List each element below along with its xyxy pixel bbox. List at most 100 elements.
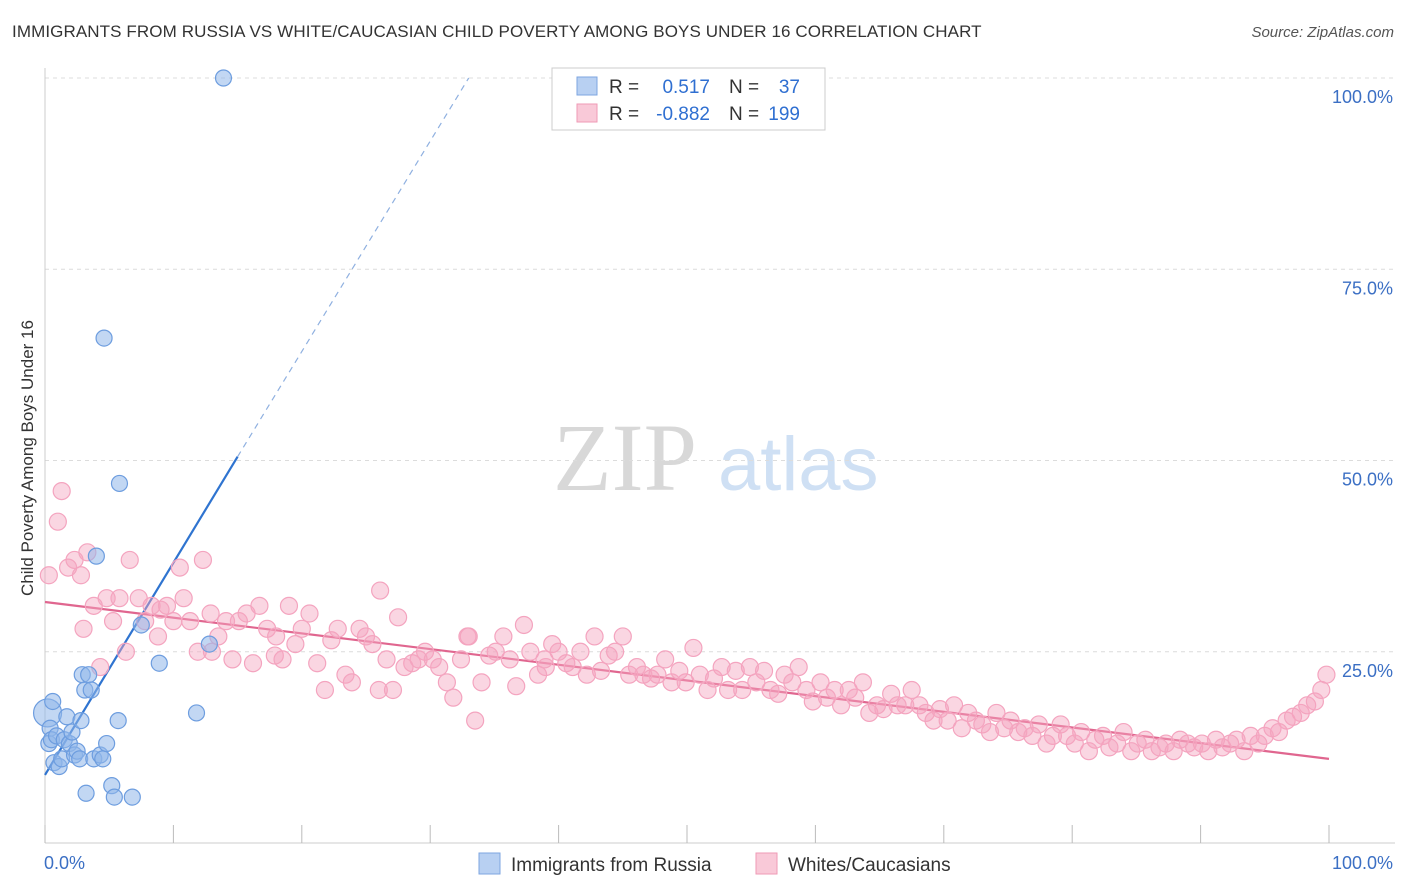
point-whites-caucasians-93	[676, 673, 695, 692]
point-whites-caucasians-141	[1015, 719, 1034, 738]
point-whites-caucasians-121	[874, 700, 893, 719]
point-whites-caucasians-147	[1057, 726, 1077, 746]
point-whites-caucasians-158	[1136, 730, 1155, 749]
point-whites-caucasians-123	[888, 696, 907, 715]
point-immigrants-from-russia-34	[150, 654, 168, 672]
point-whites-caucasians-21	[174, 589, 193, 608]
point-whites-caucasians-95	[690, 665, 709, 684]
y-tick-label-0: 100.0%	[1332, 87, 1393, 107]
point-immigrants-from-russia-27	[98, 734, 116, 753]
point-whites-caucasians-83	[605, 642, 625, 661]
point-whites-caucasians-59	[437, 673, 456, 692]
point-whites-caucasians-185	[74, 619, 93, 638]
series-whites-caucasians	[39, 482, 1336, 761]
point-whites-caucasians-49	[371, 581, 390, 600]
point-whites-caucasians-115	[831, 696, 851, 715]
point-whites-caucasians-43	[328, 619, 347, 638]
point-whites-caucasians-172	[1235, 742, 1254, 761]
point-whites-caucasians-108	[783, 673, 802, 692]
legend-swatch-pink	[576, 103, 598, 123]
point-whites-caucasians-0	[39, 566, 58, 585]
point-whites-caucasians-80	[585, 627, 604, 646]
point-whites-caucasians-122	[882, 684, 901, 703]
point-immigrants-from-russia-21	[82, 681, 100, 699]
point-whites-caucasians-133	[959, 703, 978, 723]
point-whites-caucasians-13	[120, 550, 139, 570]
point-whites-caucasians-10	[103, 612, 123, 631]
point-whites-caucasians-16	[142, 596, 161, 615]
point-whites-caucasians-27	[216, 612, 236, 631]
point-whites-caucasians-63	[466, 711, 485, 730]
bottom-legend-swatch-pink	[755, 852, 778, 875]
point-whites-caucasians-85	[620, 665, 639, 684]
point-immigrants-from-russia-35	[187, 704, 206, 722]
point-whites-caucasians-119	[860, 703, 879, 723]
point-immigrants-from-russia-12	[63, 723, 81, 741]
point-whites-caucasians-183	[1312, 680, 1331, 700]
legend-r-value-blue: 0.517	[662, 77, 710, 98]
point-whites-caucasians-69	[507, 677, 526, 696]
bottom-legend: Immigrants from Russia Whites/Caucasians	[478, 852, 951, 876]
point-whites-caucasians-56	[415, 642, 435, 661]
point-whites-caucasians-36	[279, 596, 299, 615]
point-whites-caucasians-154	[1108, 734, 1127, 753]
point-whites-caucasians-162	[1164, 742, 1183, 761]
watermark-zip: ZIP	[553, 404, 697, 511]
x-tick-label-1: 100.0%	[1332, 853, 1393, 873]
legend-n-value-blue: 37	[779, 77, 800, 98]
point-whites-caucasians-72	[528, 665, 548, 684]
point-whites-caucasians-137	[987, 703, 1006, 723]
point-whites-caucasians-60	[444, 688, 463, 707]
y-tick-label-2: 50.0%	[1342, 470, 1393, 490]
point-whites-caucasians-40	[308, 654, 327, 673]
point-whites-caucasians-58	[430, 657, 449, 677]
point-whites-caucasians-175	[1255, 726, 1274, 746]
point-whites-caucasians-124	[896, 696, 915, 715]
point-whites-caucasians-189	[369, 680, 388, 700]
series-immigrants-from-russia	[32, 69, 233, 806]
point-whites-caucasians-20	[170, 558, 189, 577]
point-whites-caucasians-112	[811, 673, 830, 692]
point-whites-caucasians-77	[563, 657, 582, 677]
point-whites-caucasians-127	[916, 703, 935, 723]
point-whites-caucasians-66	[486, 642, 505, 661]
legend-swatch-blue	[576, 76, 598, 96]
point-immigrants-from-russia-26	[95, 329, 113, 347]
legend-n-value-pink: 199	[768, 104, 800, 125]
point-whites-caucasians-107	[775, 665, 794, 684]
point-whites-caucasians-148	[1065, 734, 1084, 753]
point-whites-caucasians-114	[825, 680, 844, 700]
point-whites-caucasians-173	[1241, 726, 1260, 746]
point-whites-caucasians-92	[670, 661, 689, 680]
point-whites-caucasians-94	[684, 638, 703, 658]
point-whites-caucasians-146	[1051, 715, 1070, 734]
point-whites-caucasians-38	[292, 619, 311, 638]
point-whites-caucasians-143	[1029, 715, 1048, 734]
bottom-legend-swatch-blue	[478, 852, 501, 875]
point-whites-caucasians-161	[1156, 734, 1176, 753]
point-whites-caucasians-149	[1072, 722, 1091, 742]
point-whites-caucasians-24	[193, 550, 213, 570]
point-whites-caucasians-1	[48, 512, 67, 531]
point-whites-caucasians-110	[797, 680, 816, 700]
point-whites-caucasians-51	[383, 680, 403, 700]
point-whites-caucasians-39	[300, 604, 319, 623]
point-whites-caucasians-17	[148, 627, 168, 646]
point-immigrants-from-russia-37	[214, 69, 233, 87]
point-whites-caucasians-96	[698, 680, 717, 700]
point-whites-caucasians-117	[846, 688, 865, 707]
point-whites-caucasians-190	[459, 627, 478, 646]
point-whites-caucasians-89	[648, 665, 667, 684]
point-whites-caucasians-128	[924, 711, 943, 730]
point-whites-caucasians-11	[110, 589, 129, 608]
legend-n-label-pink: N =	[729, 104, 759, 125]
point-whites-caucasians-186	[151, 600, 170, 619]
point-whites-caucasians-182	[1305, 692, 1324, 711]
point-whites-caucasians-32	[250, 596, 269, 615]
point-whites-caucasians-184	[1317, 665, 1336, 684]
legend-r-value-pink: -0.882	[656, 104, 710, 125]
point-whites-caucasians-79	[577, 665, 596, 684]
point-immigrants-from-russia-4	[44, 692, 62, 711]
point-whites-caucasians-90	[656, 650, 675, 669]
